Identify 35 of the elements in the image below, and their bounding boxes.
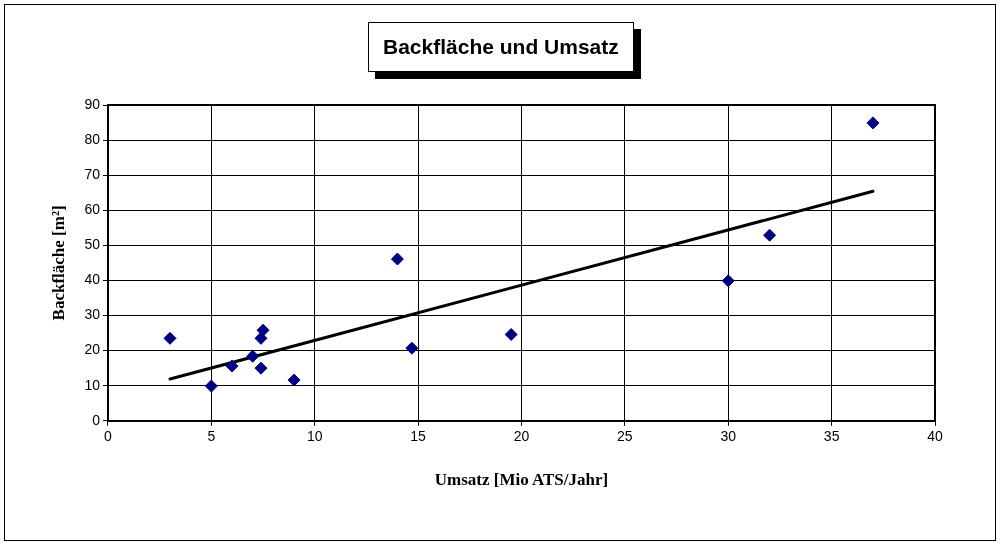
y-tick-label: 40	[84, 271, 101, 288]
y-axis-title: Backfläche [m²]	[48, 205, 68, 321]
point	[287, 373, 301, 387]
point	[204, 379, 218, 393]
x-axis-title: Umsatz [Mio ATS/Jahr]	[434, 470, 609, 490]
x-tick-label: 35	[823, 428, 840, 445]
x-tick-label: 40	[927, 428, 943, 445]
x-tick-label: 20	[513, 428, 530, 445]
point	[504, 327, 518, 341]
y-tick-label: 80	[84, 130, 101, 147]
x-tick-label: 25	[617, 428, 633, 445]
point	[163, 331, 177, 345]
point	[763, 228, 777, 242]
point	[866, 116, 880, 130]
y-tick-label: 10	[84, 376, 101, 393]
x-tick-label: 0	[104, 428, 113, 445]
point	[256, 323, 270, 337]
point	[246, 349, 260, 363]
y-tick-label: 50	[84, 236, 101, 253]
y-tick-label: 70	[84, 166, 101, 183]
x-tick-label: 30	[720, 428, 737, 445]
point	[390, 252, 404, 266]
y-tick-label: 20	[84, 341, 101, 358]
x-tick-label: 5	[207, 428, 216, 445]
chart-title: Backfläche und Umsatz	[368, 22, 634, 72]
y-tick-label: 0	[92, 411, 101, 428]
x-tick-label: 10	[306, 428, 323, 445]
point	[405, 341, 419, 355]
y-tick-label: 30	[84, 306, 101, 323]
point	[721, 274, 735, 288]
y-tick-label: 60	[84, 201, 101, 218]
point	[225, 359, 239, 373]
point	[254, 361, 268, 375]
x-tick-label: 15	[410, 428, 427, 445]
y-tick-label: 90	[84, 95, 101, 112]
